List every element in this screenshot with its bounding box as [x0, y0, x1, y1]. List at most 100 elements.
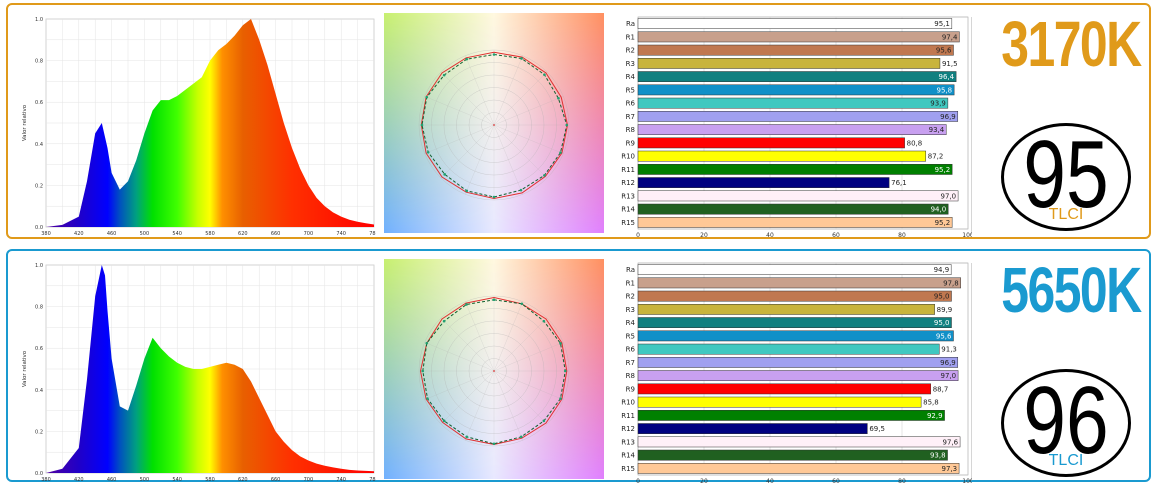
y-tick-label: 0.6 — [35, 346, 43, 352]
cri-bar — [637, 264, 952, 275]
test-point — [492, 195, 496, 199]
tlci-value: 96 — [1023, 367, 1109, 474]
cri-bar — [637, 449, 948, 461]
cct-value: 3170K — [1001, 8, 1143, 80]
cri-bar — [637, 423, 868, 434]
cri-bar — [637, 343, 940, 355]
cri-bar — [637, 370, 959, 381]
cri-value-label: 95,2 — [935, 219, 951, 227]
y-tick-label: 0.2 — [35, 429, 43, 435]
bar-x-tick-label: 20 — [700, 478, 708, 485]
x-tick-label: 540 — [172, 231, 182, 237]
cri-value-label: 95,8 — [937, 86, 953, 94]
x-tick-label: 700 — [304, 477, 314, 483]
test-polygon — [422, 299, 566, 445]
x-tick-label: 780 — [369, 477, 376, 483]
cri-label: R4 — [626, 319, 636, 327]
cri-bar — [637, 177, 890, 188]
x-tick-label: 780 — [369, 231, 376, 237]
test-point — [420, 123, 424, 127]
cri-value-label: 96,9 — [940, 113, 956, 121]
cri-label: Ra — [626, 20, 635, 28]
x-tick-label: 580 — [205, 477, 215, 483]
cri-label: R6 — [626, 100, 636, 108]
cri-label: R1 — [626, 33, 635, 41]
cri-value-label: 97,8 — [943, 279, 959, 287]
bar-x-tick-label: 80 — [898, 232, 906, 239]
test-point — [492, 53, 496, 56]
cri-value-label: 94,9 — [934, 266, 950, 274]
test-point — [442, 319, 446, 323]
center-point — [493, 124, 495, 126]
x-tick-label: 420 — [74, 477, 84, 483]
cri-bar — [637, 44, 954, 56]
x-tick-label: 580 — [205, 231, 215, 237]
cri-value-label: 89,9 — [937, 306, 953, 314]
test-point — [543, 174, 546, 177]
cri-value-label: 95,1 — [934, 20, 950, 28]
cri-label: R14 — [621, 452, 635, 460]
test-point — [565, 123, 569, 127]
spectrum-area — [46, 19, 374, 227]
cri-bar — [637, 58, 941, 69]
cri-bar — [637, 97, 949, 109]
test-point — [425, 341, 429, 345]
test-point — [426, 150, 430, 154]
cri-bar — [637, 383, 931, 395]
cri-bar — [637, 290, 952, 302]
cri-bar — [637, 396, 922, 408]
x-tick-label: 460 — [107, 231, 117, 237]
cri-bar — [637, 304, 935, 315]
cri-value-label: 97,3 — [941, 465, 957, 473]
y-tick-label: 0.8 — [35, 305, 43, 311]
cri-bar — [637, 164, 953, 175]
cri-value-label: 95,0 — [934, 319, 950, 327]
x-tick-label: 660 — [271, 231, 281, 237]
bar-x-tick-label: 100 — [962, 232, 972, 239]
cri-value-label: 96,9 — [940, 359, 956, 367]
cri-bar — [637, 190, 959, 202]
x-tick-label: 700 — [304, 231, 314, 237]
bar-x-tick-label: 100 — [962, 478, 972, 485]
cri-value-label: 95,0 — [934, 293, 950, 301]
cri-bar — [637, 111, 959, 122]
test-point — [465, 189, 469, 193]
bar-x-tick-label: 40 — [766, 232, 774, 239]
cri-bar — [637, 317, 952, 328]
y-tick-label: 0.0 — [35, 471, 43, 477]
cri-value-label: 87,2 — [928, 153, 944, 161]
cri-bar — [637, 357, 959, 368]
cct-value: 5650K — [1001, 254, 1143, 326]
x-tick-label: 740 — [336, 231, 346, 237]
cri-label: R13 — [621, 192, 635, 200]
cri-value-label: 97,4 — [942, 33, 958, 41]
cri-value-label: 85,8 — [923, 399, 939, 407]
test-point — [542, 419, 546, 423]
y-tick-label: 0.2 — [35, 183, 43, 189]
cri-label: R8 — [626, 372, 635, 380]
cri-label: R14 — [621, 206, 635, 214]
cri-label: R3 — [626, 306, 635, 314]
x-tick-label: 380 — [41, 231, 51, 237]
test-point — [465, 57, 469, 61]
x-tick-label: 380 — [41, 477, 51, 483]
spectrum-area — [46, 265, 374, 473]
test-point — [425, 95, 429, 99]
cri-value-label: 93,8 — [930, 452, 946, 460]
x-tick-label: 540 — [172, 477, 182, 483]
test-point — [426, 397, 429, 400]
test-point — [465, 435, 469, 439]
panel-warm: 380 420 460 500 540 580 620 660 700 740 780 0.0 0.2 0… — [6, 3, 1151, 239]
tlci-label: TLCI — [1048, 206, 1084, 223]
cri-bar — [637, 137, 905, 149]
test-point — [465, 303, 468, 306]
cri-value-label: 76,1 — [891, 179, 907, 187]
cri-label: R13 — [621, 438, 635, 446]
test-point — [443, 173, 446, 176]
cri-bar — [637, 84, 955, 96]
test-point — [559, 342, 562, 345]
bar-x-tick-label: 0 — [636, 232, 640, 239]
test-point — [519, 435, 523, 439]
test-point — [542, 319, 546, 323]
cri-value-label: 95,2 — [935, 166, 951, 174]
